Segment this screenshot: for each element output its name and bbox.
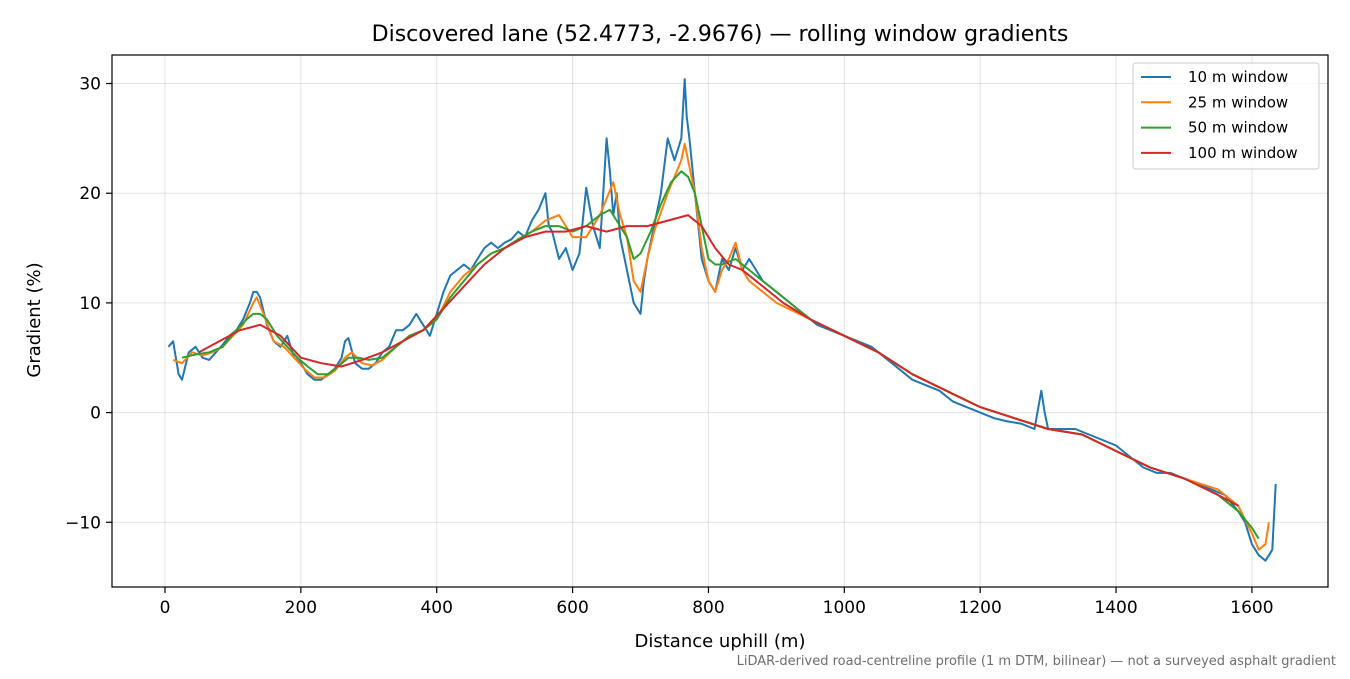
legend-label: 10 m window xyxy=(1188,68,1288,86)
legend: 10 m window 25 m window 50 m window 100 m w… xyxy=(1132,62,1320,170)
plot-frame xyxy=(111,54,1329,588)
x-tick-label: 1400 xyxy=(1094,598,1137,618)
series-layer xyxy=(167,78,1277,562)
x-tick-label: 1600 xyxy=(1230,598,1273,618)
series-line-100-m-window xyxy=(198,214,1239,507)
legend-box xyxy=(1132,62,1320,170)
y-tick-label: 10 xyxy=(79,294,101,314)
x-tick-label: 600 xyxy=(556,598,588,618)
legend-label: 50 m window xyxy=(1188,119,1288,137)
x-tick-label: 1200 xyxy=(959,598,1002,618)
x-tick-label: 0 xyxy=(160,598,171,618)
y-tick-label: 20 xyxy=(79,184,101,204)
x-tick-label: 400 xyxy=(420,598,452,618)
x-tick-label: 1000 xyxy=(823,598,866,618)
y-tick-label: 30 xyxy=(79,75,101,95)
chart-title: Discovered lane (52.4773, -2.9676) — rol… xyxy=(372,22,1069,47)
x-tick-label: 800 xyxy=(692,598,724,618)
footnote: LiDAR-derived road-centreline profile (1… xyxy=(737,654,1336,669)
legend-label: 25 m window xyxy=(1188,93,1288,111)
y-axis-label: Gradient (%) xyxy=(24,262,45,377)
series-line-10-m-window xyxy=(167,78,1277,562)
legend-label: 100 m window xyxy=(1188,144,1298,162)
y-tick-label: 0 xyxy=(90,404,101,424)
y-tick-label: −10 xyxy=(65,513,101,533)
x-axis-label: Distance uphill (m) xyxy=(635,631,806,652)
ticks-layer: 0 200 400 600 800 1000 1200 1400 1600 −10 0 10 20 30 xyxy=(65,75,1273,618)
x-tick-label: 200 xyxy=(285,598,317,618)
